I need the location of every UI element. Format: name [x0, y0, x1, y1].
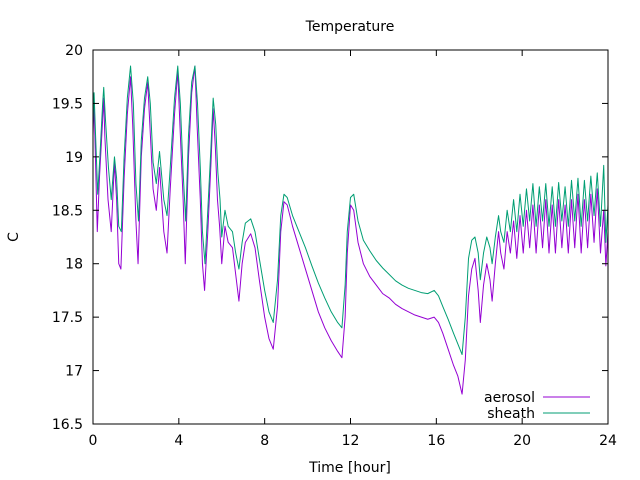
x-tick-label: 24	[599, 433, 617, 449]
legend-label-sheath: sheath	[487, 406, 535, 422]
x-tick-label: 12	[342, 433, 360, 449]
y-tick-label: 16.5	[52, 417, 83, 433]
y-tick-label: 17	[65, 364, 83, 380]
series-line-sheath	[92, 65, 609, 356]
y-tick-label: 18.5	[52, 203, 83, 219]
y-axis: 16.5 17 17.5 18 18.5 19 19.5 20	[52, 43, 608, 433]
y-tick-label: 17.5	[52, 310, 83, 326]
x-tick-label: 20	[513, 433, 531, 449]
x-tick-label: 0	[89, 433, 98, 449]
y-axis-label: C	[6, 232, 22, 242]
x-tick-label: 16	[427, 433, 445, 449]
x-axis: 0 4 8 12 16 20 24	[89, 50, 617, 449]
legend-label-aerosol: aerosol	[484, 390, 535, 406]
x-tick-label: 8	[260, 433, 269, 449]
y-tick-label: 20	[65, 43, 83, 59]
series-line-aerosol	[92, 65, 609, 395]
y-tick-label: 19	[65, 150, 83, 166]
y-tick-label: 18	[65, 257, 83, 273]
x-axis-label: Time [hour]	[308, 460, 391, 476]
x-tick-label: 4	[174, 433, 183, 449]
chart-title: Temperature	[305, 19, 395, 35]
y-tick-label: 19.5	[52, 96, 83, 112]
plot-area	[92, 65, 609, 395]
